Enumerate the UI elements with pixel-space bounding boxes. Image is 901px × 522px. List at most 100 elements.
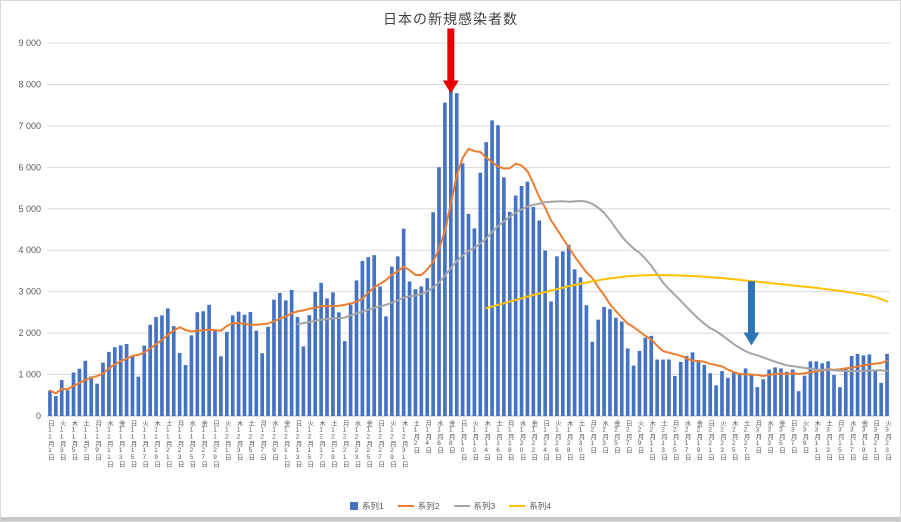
bar: [443, 102, 447, 416]
red-down-arrow: [442, 28, 459, 94]
bar: [773, 367, 777, 416]
bar: [466, 213, 471, 416]
bar: [849, 355, 854, 416]
bar: [213, 330, 217, 416]
bar: [779, 368, 783, 416]
legend-item: 系列2: [397, 500, 440, 512]
y-tick-label: 5 000: [18, 204, 41, 214]
bar: [761, 379, 766, 416]
bar: [118, 345, 123, 416]
legend-bar-marker-icon: [350, 502, 359, 510]
blue-down-arrow: [743, 281, 760, 346]
bar: [619, 321, 624, 416]
bar: [608, 309, 612, 416]
bar: [720, 371, 724, 416]
bar: [566, 244, 571, 416]
bar: [502, 177, 506, 416]
bar: [177, 352, 182, 416]
bar: [160, 315, 164, 416]
bar: [89, 376, 94, 416]
bar: [655, 359, 659, 416]
bar: [224, 331, 229, 416]
bar: [413, 289, 418, 416]
bar: [602, 306, 606, 416]
bar: [154, 317, 158, 416]
bar: [790, 369, 795, 416]
bar: [419, 286, 424, 416]
bar: [643, 337, 648, 416]
bar: [843, 369, 848, 416]
bar: [560, 251, 565, 416]
bar: [431, 212, 435, 416]
bar: [366, 257, 371, 416]
bar: [696, 362, 701, 416]
legend-item: 系列1: [350, 500, 384, 512]
bar: [578, 277, 583, 416]
bar: [855, 353, 860, 416]
bar: [77, 368, 82, 416]
bar: [401, 228, 406, 416]
bar: [260, 353, 264, 416]
bar: [673, 376, 677, 416]
bar: [549, 301, 553, 416]
bar: [826, 361, 830, 416]
bar: [507, 211, 512, 416]
bar: [101, 362, 105, 416]
bar: [820, 363, 825, 416]
bar: [478, 172, 483, 416]
bar: [684, 355, 689, 416]
bar: [513, 195, 518, 416]
bar: [112, 347, 117, 416]
y-tick-label: 0: [36, 411, 41, 421]
bar: [325, 298, 329, 416]
bar: [348, 304, 353, 416]
bar: [731, 371, 736, 416]
bar: [625, 348, 630, 416]
bar: [814, 361, 819, 416]
bar: [437, 167, 441, 416]
bar: [590, 341, 595, 416]
bar: [531, 206, 536, 416]
bar: [242, 314, 247, 416]
bar: [189, 335, 194, 416]
bar: [289, 289, 294, 416]
y-tick-label: 2 000: [18, 328, 41, 338]
bar: [785, 371, 789, 416]
bar: [107, 351, 111, 416]
legend-line-marker-icon: [397, 505, 414, 507]
bar: [201, 311, 206, 416]
bar: [838, 387, 842, 416]
bar: [885, 353, 889, 416]
bar: [702, 364, 707, 416]
bar: [83, 360, 88, 416]
bar: [708, 373, 713, 416]
y-tick-label: 7 000: [18, 121, 41, 131]
bar: [867, 354, 872, 416]
bar: [254, 330, 259, 416]
bar: [879, 382, 883, 416]
chart-title: 日本の新規感染者数: [383, 11, 518, 27]
series-line-2: [48, 147, 889, 395]
bar: [378, 286, 382, 416]
bar: [796, 391, 801, 416]
bar: [319, 282, 323, 416]
bar: [71, 372, 76, 416]
bar: [714, 385, 718, 416]
bar: [342, 341, 347, 416]
bar: [425, 278, 430, 416]
bar: [283, 300, 288, 416]
bar: [171, 326, 176, 416]
bar: [295, 317, 300, 416]
bar: [460, 163, 465, 416]
bar: [737, 373, 742, 416]
bar: [525, 181, 530, 416]
y-tick-label: 9 000: [18, 38, 41, 48]
bar: [54, 396, 58, 416]
bar: [448, 89, 453, 416]
bar: [861, 355, 866, 416]
bar: [384, 316, 388, 416]
legend-label: 系列2: [417, 501, 440, 511]
bar: [183, 365, 188, 416]
